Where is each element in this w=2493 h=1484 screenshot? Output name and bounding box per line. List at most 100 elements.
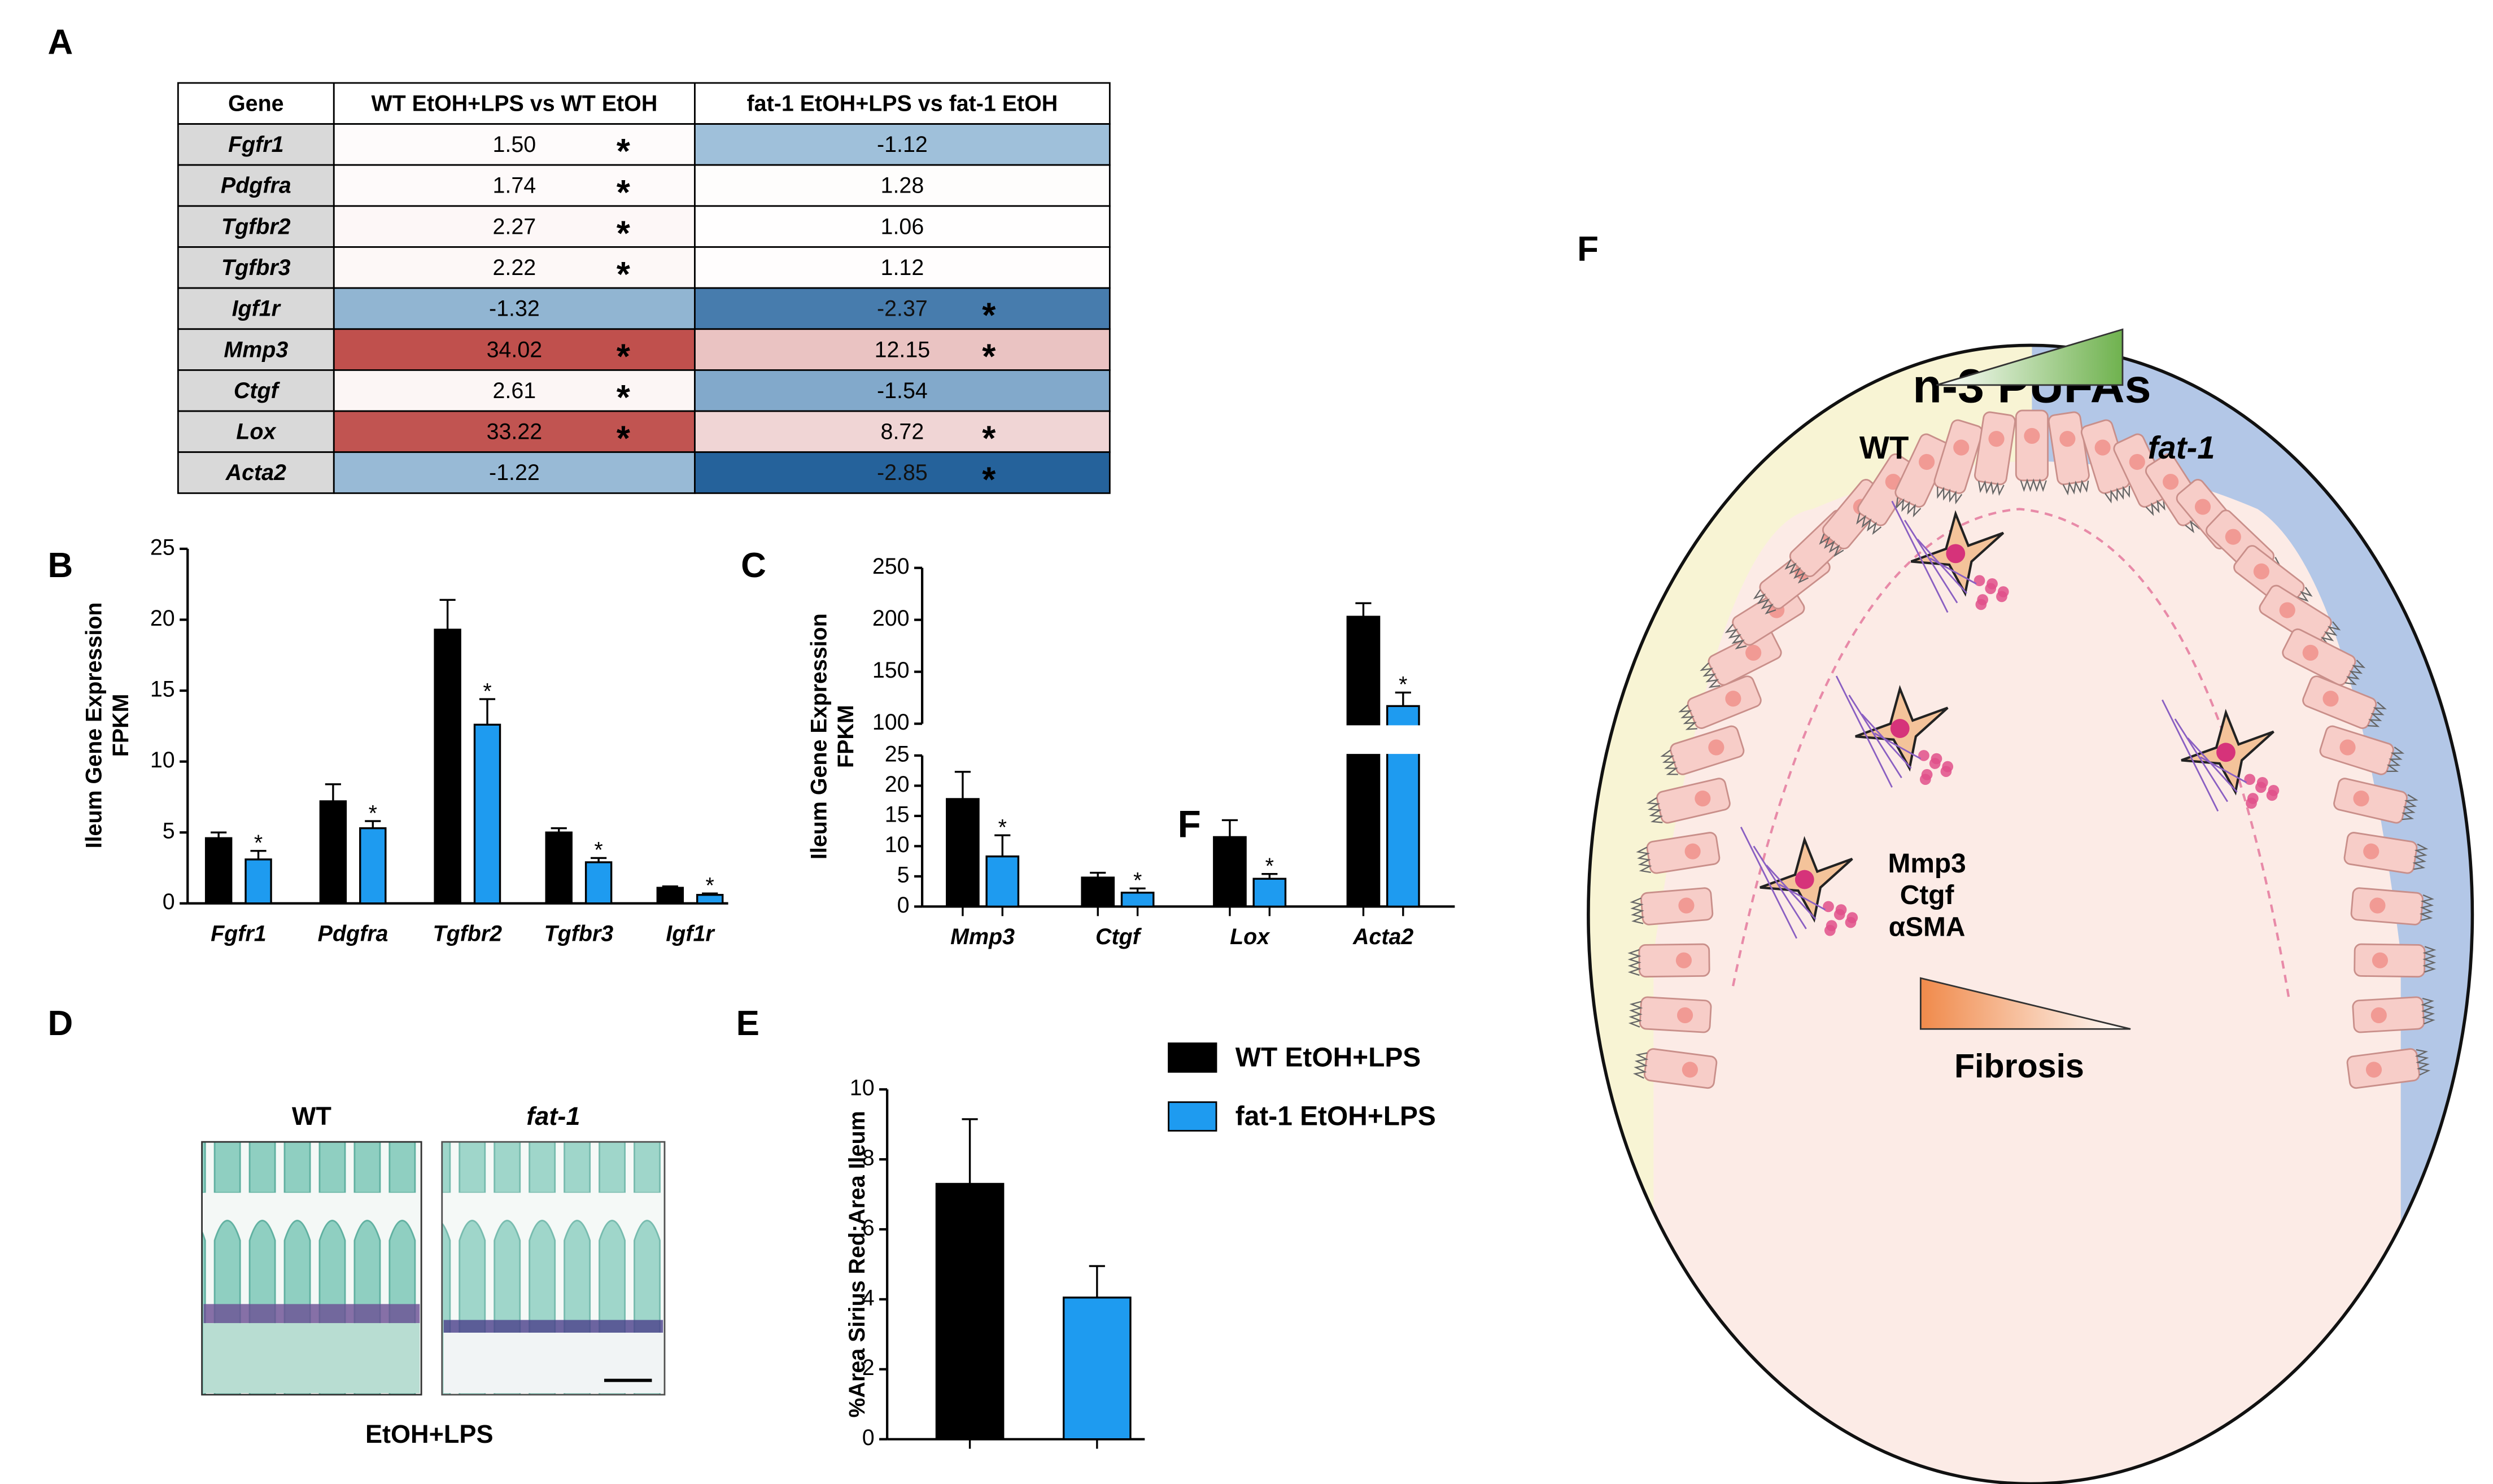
- x-tick-label: Mmp3: [950, 924, 1015, 949]
- y-axis-label: FPKM: [833, 705, 858, 768]
- cell-value: 2.61: [493, 378, 536, 403]
- heat-cell: [694, 451, 1111, 494]
- panel-label: C: [741, 546, 766, 585]
- cell-body: [2346, 1048, 2420, 1089]
- gene-cell: [177, 246, 335, 289]
- collagen-fiber: [2200, 756, 2247, 784]
- y-tick-label: 10: [885, 832, 910, 857]
- microvilli: [1660, 749, 1678, 775]
- marker-label: αSMA: [1889, 912, 1966, 942]
- cell: [2343, 832, 2429, 874]
- microvilli: [1784, 559, 1809, 584]
- microvilli: [1646, 797, 1664, 823]
- y-tick-label: 150: [872, 658, 910, 683]
- cell-body: [1646, 832, 1721, 874]
- cell: [1636, 832, 1721, 874]
- cell-value: -1.22: [489, 460, 540, 485]
- cell-value: 12.15: [875, 337, 931, 362]
- secreted-dot: [1997, 586, 2009, 597]
- gene-name: Mmp3: [224, 337, 288, 362]
- microvilli: [2412, 843, 2429, 870]
- cell: [2319, 725, 2405, 775]
- secreted-dot: [1918, 750, 1929, 761]
- cell-body: [1933, 419, 1983, 494]
- cell-body: [2319, 725, 2394, 775]
- legend-swatch: [1168, 1042, 1217, 1073]
- nucleus: [2194, 499, 2211, 515]
- cell-body: [2350, 887, 2424, 926]
- axis-break-gap: [1384, 725, 1422, 754]
- microvilli: [2344, 660, 2366, 686]
- x-tick-label: Fgfr1: [211, 922, 267, 946]
- nucleus: [2322, 691, 2339, 707]
- collagen-fiber: [2162, 699, 2219, 812]
- collagen-fiber: [1740, 827, 1797, 939]
- microvilli: [1632, 1052, 1649, 1079]
- gene-name: Ctgf: [234, 378, 281, 403]
- y-tick-label: 0: [862, 1425, 875, 1450]
- panel-label: F: [1577, 230, 1599, 269]
- y-tick-label: 6: [862, 1215, 875, 1240]
- nucleus: [1682, 1062, 1698, 1078]
- secreted-dot: [1986, 578, 1998, 590]
- bar: [584, 861, 613, 905]
- y-tick-label: 10: [150, 748, 175, 772]
- cell-value: -2.37: [877, 296, 928, 321]
- collagen-fiber: [1916, 539, 1968, 594]
- nucleus: [2163, 474, 2179, 490]
- nucleus: [2059, 431, 2076, 447]
- fibroblast-nucleus: [1795, 870, 1814, 889]
- significance: *: [1399, 673, 1407, 697]
- bar: [1081, 876, 1115, 908]
- nucleus: [2353, 790, 2369, 807]
- nucleus: [1675, 952, 1692, 968]
- nucleus: [1953, 439, 1970, 456]
- secreted-dot: [1921, 769, 1933, 780]
- collagen-fiber: [2187, 737, 2238, 793]
- cell: [2346, 1048, 2431, 1089]
- header-text: WT EtOH+LPS vs WT EtOH: [371, 91, 657, 116]
- panel-label: A: [47, 23, 73, 62]
- cell-body: [2343, 832, 2418, 874]
- gene-cell: [177, 369, 335, 412]
- microvilli: [1627, 949, 1641, 976]
- cell: [2350, 887, 2435, 926]
- microvilli: [2105, 486, 2130, 504]
- nucleus: [2339, 739, 2356, 756]
- bar: [1346, 616, 1381, 908]
- heat-cell: [333, 328, 696, 371]
- marker-label: Mmp3: [1888, 849, 1966, 879]
- epithelium-cells: [1627, 409, 2437, 1089]
- cell: [2047, 411, 2090, 496]
- heat-cell: [333, 205, 696, 248]
- heat-cell: [694, 328, 1111, 371]
- gradient-triangle: [1919, 977, 2131, 1030]
- nucleus: [2024, 427, 2040, 444]
- heat-cell: [694, 246, 1111, 289]
- gradient-triangle: [1936, 328, 2124, 386]
- y-tick-label: 20: [885, 772, 910, 797]
- cell: [1630, 887, 1714, 926]
- nucleus: [2302, 644, 2319, 661]
- y-tick-label: 2: [862, 1355, 875, 1380]
- collagen-fiber: [2174, 718, 2228, 802]
- cell-value: -2.85: [877, 460, 928, 485]
- microvilli: [1819, 534, 1844, 557]
- significance: *: [369, 801, 377, 826]
- cell: [1660, 725, 1745, 775]
- secreted-dot: [1835, 904, 1847, 915]
- cell: [1627, 943, 1710, 978]
- cell: [1974, 411, 2016, 496]
- heat-cell: [333, 123, 696, 166]
- y-tick-label: 15: [885, 802, 910, 827]
- secreted-dot: [1826, 920, 1837, 932]
- x-tick-label: Tgfbr3: [544, 922, 614, 946]
- legend-label: WT EtOH+LPS: [1235, 1042, 1421, 1072]
- cell-body: [1974, 411, 2016, 486]
- cell: [2259, 584, 2341, 647]
- gene-name: Tgfbr2: [221, 214, 291, 239]
- nucleus: [1708, 739, 1724, 756]
- heat-cell: [333, 410, 696, 453]
- microvilli: [2062, 479, 2089, 496]
- cell-value: 2.27: [493, 214, 536, 239]
